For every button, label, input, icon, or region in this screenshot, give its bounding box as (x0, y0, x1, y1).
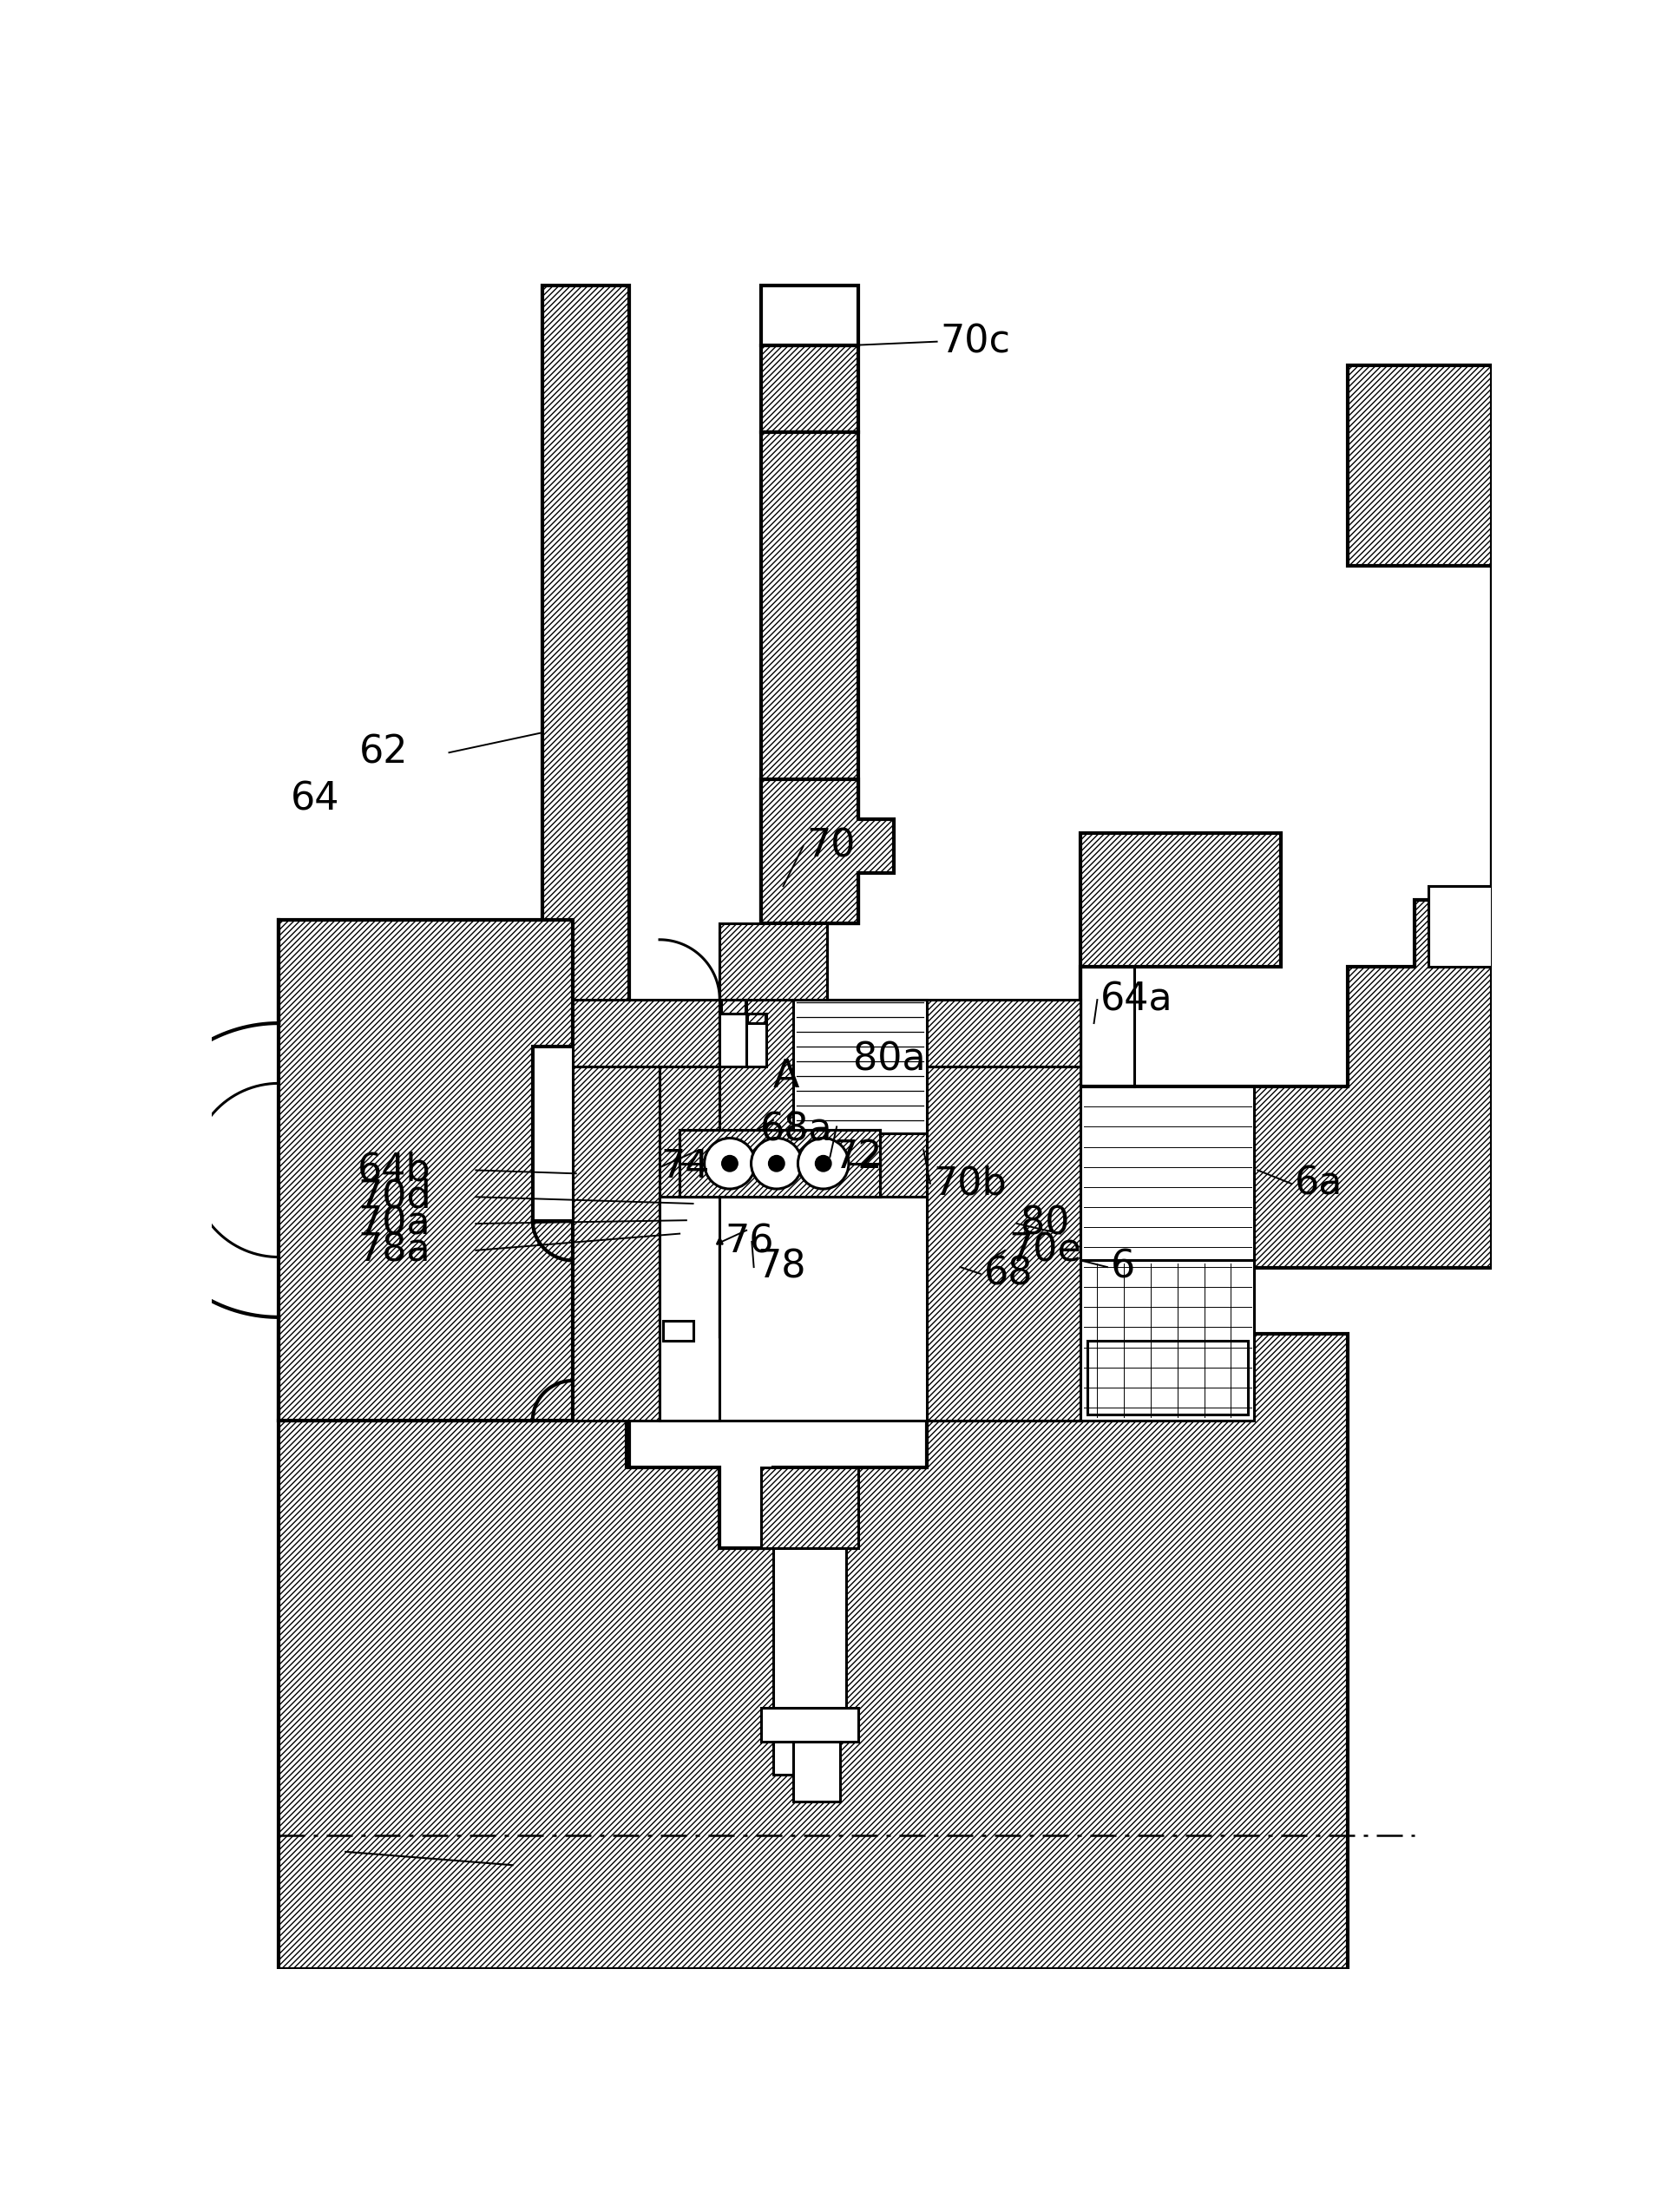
Text: 64b: 64b (357, 1152, 430, 1188)
Text: 80a: 80a (854, 1042, 925, 1079)
Polygon shape (679, 1164, 880, 1197)
Polygon shape (1427, 887, 1490, 967)
Polygon shape (761, 345, 857, 431)
Text: 68a: 68a (759, 1110, 832, 1148)
Text: 70b: 70b (933, 1166, 1007, 1201)
Text: 64a: 64a (1100, 982, 1173, 1018)
Polygon shape (761, 1708, 857, 1741)
Polygon shape (573, 1000, 1080, 1066)
Polygon shape (761, 431, 857, 922)
Text: 64: 64 (291, 781, 339, 818)
Polygon shape (719, 1000, 792, 1133)
Polygon shape (679, 1130, 880, 1164)
Polygon shape (880, 1066, 927, 1197)
Text: 76: 76 (724, 1223, 774, 1261)
Polygon shape (1080, 1086, 1254, 1261)
Polygon shape (679, 1130, 880, 1164)
Text: 6a: 6a (1294, 1166, 1342, 1201)
Circle shape (704, 1139, 754, 1188)
Text: 74: 74 (661, 1148, 709, 1186)
Circle shape (816, 1155, 830, 1172)
Polygon shape (761, 779, 894, 922)
Text: 62: 62 (359, 734, 409, 772)
Circle shape (721, 1155, 737, 1172)
Polygon shape (1080, 1261, 1254, 1420)
Text: 70c: 70c (940, 323, 1010, 361)
Polygon shape (279, 1334, 1347, 1969)
Text: 80: 80 (1020, 1206, 1070, 1243)
Polygon shape (719, 1000, 746, 1066)
Polygon shape (927, 1066, 1080, 1420)
Polygon shape (719, 922, 826, 1000)
Polygon shape (747, 1013, 764, 1024)
Polygon shape (663, 1321, 693, 1340)
Text: 78: 78 (757, 1248, 806, 1285)
Text: 70d: 70d (357, 1179, 430, 1217)
Polygon shape (1080, 1334, 1254, 1420)
Text: 70a: 70a (357, 1206, 430, 1243)
Polygon shape (659, 1197, 719, 1420)
Text: 72: 72 (832, 1139, 882, 1175)
Text: A: A (772, 1057, 799, 1095)
Polygon shape (543, 285, 630, 1635)
Text: 78a: 78a (357, 1232, 430, 1270)
Polygon shape (573, 1066, 659, 1420)
Polygon shape (1440, 914, 1487, 940)
Polygon shape (659, 1197, 927, 1420)
Polygon shape (792, 1741, 839, 1801)
Text: 70: 70 (806, 827, 855, 865)
Polygon shape (679, 1130, 880, 1197)
Circle shape (751, 1139, 802, 1188)
Polygon shape (533, 1046, 573, 1221)
Polygon shape (721, 1000, 744, 1013)
Text: 68: 68 (983, 1254, 1031, 1292)
Polygon shape (772, 1741, 792, 1774)
Polygon shape (792, 1000, 927, 1133)
Circle shape (797, 1139, 849, 1188)
Polygon shape (679, 1164, 880, 1197)
Polygon shape (279, 920, 573, 1420)
Polygon shape (761, 1467, 857, 1548)
Polygon shape (761, 285, 857, 345)
Polygon shape (719, 1000, 826, 1066)
Polygon shape (1080, 365, 1490, 1267)
Circle shape (767, 1155, 784, 1172)
Polygon shape (746, 1013, 766, 1066)
Text: 6: 6 (1110, 1248, 1134, 1285)
Polygon shape (772, 1548, 845, 1708)
Polygon shape (1427, 887, 1490, 967)
Polygon shape (719, 933, 826, 1000)
Polygon shape (1086, 1340, 1247, 1413)
Polygon shape (659, 1066, 719, 1197)
Text: 70e: 70e (1008, 1232, 1081, 1270)
